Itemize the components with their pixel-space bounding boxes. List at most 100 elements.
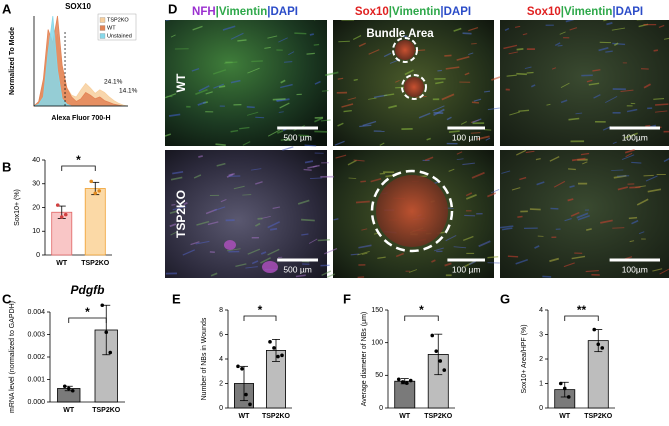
texture-fiber (250, 168, 262, 171)
texture-fiber (205, 91, 213, 95)
texture-fiber (306, 52, 315, 55)
texture-fiber (571, 255, 586, 260)
texture-fiber (612, 141, 617, 145)
x-tick-label: WT (56, 260, 68, 267)
data-point (592, 327, 597, 332)
texture-fiber (370, 178, 382, 183)
texture-fiber (324, 248, 338, 255)
texture-fiber (611, 27, 626, 31)
data-point (558, 381, 563, 386)
texture-fiber (504, 27, 510, 31)
data-point (89, 179, 94, 184)
texture-fiber (546, 103, 551, 106)
y-tick-label: 6 (219, 331, 223, 338)
scale-bar-label: 500 µm (283, 132, 312, 142)
significance-bracket (243, 315, 277, 321)
data-point (442, 368, 447, 372)
texture-fiber (220, 198, 227, 203)
texture-fiber (314, 117, 324, 123)
y-tick-label: 30 (32, 181, 40, 188)
chart-title: Pdgfb (71, 283, 105, 297)
channel-header: Sox10|Vimentin|DAPI (527, 6, 643, 18)
nerve-bundle (262, 261, 278, 273)
texture-fiber (620, 89, 634, 93)
data-point (268, 340, 272, 344)
texture-fiber (215, 143, 226, 146)
legend-label: WT (107, 25, 116, 31)
texture-fiber (643, 83, 651, 89)
texture-fiber (264, 46, 271, 49)
texture-fiber (517, 215, 523, 218)
panel-label: B (2, 159, 11, 174)
texture-fiber (338, 40, 350, 43)
texture-fiber (463, 235, 474, 241)
texture-fiber (424, 156, 434, 162)
channel-name: NFH (192, 6, 216, 18)
texture-fiber (192, 25, 203, 31)
texture-fiber (267, 248, 280, 256)
texture-fiber (628, 216, 638, 220)
texture-fiber (525, 150, 535, 154)
texture-fiber (170, 176, 183, 181)
texture-fiber (224, 61, 238, 65)
texture-fiber (569, 185, 575, 188)
texture-fiber (383, 52, 392, 58)
texture-fiber (433, 247, 444, 252)
data-point (236, 364, 240, 369)
y-tick-label: 0.000 (27, 399, 45, 406)
texture-fiber (334, 140, 345, 146)
data-point (596, 342, 601, 347)
y-axis-label: Sox10+ Area/HPF (%) (521, 324, 528, 393)
texture-fiber (395, 79, 400, 83)
texture-fiber (655, 103, 669, 106)
texture-fiber (613, 42, 619, 46)
data-point (93, 191, 98, 196)
texture-fiber (468, 26, 479, 32)
texture-fiber (526, 71, 534, 74)
texture-fiber (276, 129, 284, 134)
texture-fiber (352, 35, 362, 41)
texture-fiber (468, 260, 477, 266)
bar (394, 380, 416, 409)
panel-label: A (2, 1, 12, 16)
texture-fiber (557, 44, 563, 47)
data-point (104, 330, 109, 335)
data-point (272, 346, 276, 350)
texture-fiber (226, 248, 241, 252)
data-point (438, 359, 443, 363)
texture-fiber (304, 144, 317, 147)
texture-fiber (379, 142, 385, 146)
texture-fiber (514, 25, 521, 28)
texture-fiber (312, 165, 317, 168)
bar (84, 188, 106, 256)
channel-header: NFH|Vimentin|DAPI (192, 6, 298, 18)
texture-fiber (487, 192, 497, 198)
significance: * (76, 153, 81, 167)
texture-fiber (508, 51, 518, 55)
texture-fiber (617, 186, 629, 191)
texture-fiber (559, 31, 566, 35)
texture-fiber (626, 108, 638, 113)
texture-fiber (353, 78, 358, 81)
texture-fiber (441, 93, 455, 101)
bundle-outline (401, 74, 427, 100)
texture-fiber (309, 177, 323, 179)
data-point (276, 354, 280, 359)
y-tick-label: 0 (219, 405, 223, 412)
texture-fiber (501, 170, 511, 174)
texture-fiber (235, 263, 247, 268)
image-wt-nfh (165, 20, 327, 146)
y-tick-label: 40 (32, 157, 40, 164)
texture-fiber (254, 222, 261, 227)
texture-fiber (621, 154, 635, 161)
texture-fiber (361, 252, 368, 255)
texture-fiber (624, 132, 639, 139)
texture-fiber (612, 227, 625, 229)
y-tick-label: 50 (375, 372, 383, 379)
channel-name: |Vimentin (216, 6, 268, 18)
texture-fiber (534, 245, 540, 249)
texture-fiber (478, 240, 491, 248)
texture-fiber (242, 141, 251, 146)
texture-fiber (485, 137, 491, 141)
